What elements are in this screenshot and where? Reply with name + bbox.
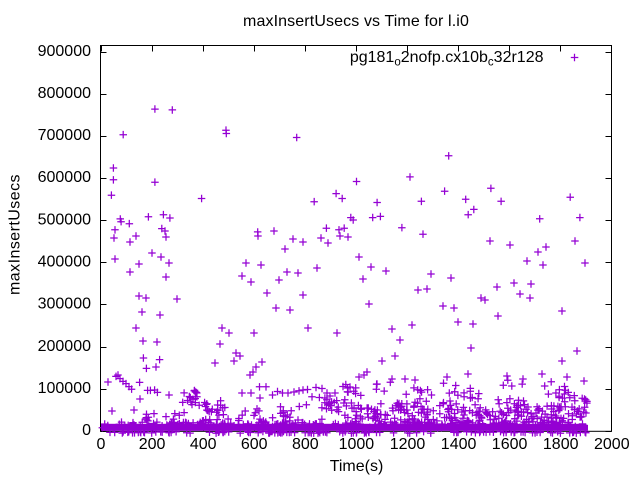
svg-text:1800: 1800 [543, 436, 579, 453]
svg-text:700000: 700000 [38, 127, 91, 144]
svg-text:maxInsertUsecs vs Time for l.i: maxInsertUsecs vs Time for l.i0 [243, 13, 469, 30]
svg-text:300000: 300000 [38, 296, 91, 313]
svg-text:100000: 100000 [38, 380, 91, 397]
svg-text:600000: 600000 [38, 169, 91, 186]
svg-text:900000: 900000 [38, 43, 91, 60]
svg-text:400: 400 [190, 436, 217, 453]
svg-text:2000: 2000 [594, 436, 630, 453]
svg-text:800000: 800000 [38, 85, 91, 102]
svg-text:200: 200 [139, 436, 166, 453]
svg-text:400000: 400000 [38, 254, 91, 271]
svg-text:600: 600 [241, 436, 268, 453]
svg-text:Time(s): Time(s) [330, 458, 384, 475]
svg-text:1600: 1600 [492, 436, 528, 453]
svg-text:0: 0 [82, 422, 91, 439]
svg-text:maxInsertUsecs: maxInsertUsecs [7, 174, 24, 295]
svg-text:pg181o2nofp.cx10bc32r128: pg181o2nofp.cx10bc32r128 [350, 49, 544, 69]
svg-text:1200: 1200 [390, 436, 426, 453]
svg-text:1400: 1400 [441, 436, 477, 453]
svg-text:0: 0 [97, 436, 106, 453]
svg-text:200000: 200000 [38, 338, 91, 355]
svg-text:500000: 500000 [38, 211, 91, 228]
svg-text:1000: 1000 [339, 436, 375, 453]
svg-text:800: 800 [292, 436, 319, 453]
